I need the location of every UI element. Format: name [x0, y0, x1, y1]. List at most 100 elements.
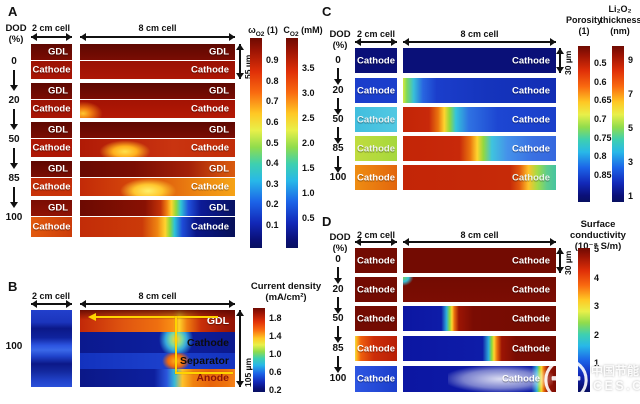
c-2cm-extent-arrow	[355, 38, 397, 46]
d-8cm-map-dod100: Cathode	[403, 366, 556, 392]
a-dod-0: 0	[11, 56, 17, 67]
d-dod-50: 50	[332, 313, 344, 324]
gdl-label: GDL	[206, 315, 229, 327]
d-dod-header: DOD	[329, 232, 351, 243]
c-cb2-ticks: 9 7 5 3 1	[628, 55, 634, 201]
c-dod-85: 85	[332, 143, 344, 154]
b-dod-100: 100	[5, 341, 23, 352]
d-thickness-arrow	[556, 248, 564, 273]
d-dod-unit: (%)	[332, 243, 348, 254]
gdl-label: GDL	[208, 202, 229, 214]
cathode-label: Cathode	[32, 103, 71, 115]
d-cb-ticks: 5 4 3 2 1	[594, 244, 600, 368]
c-colorbar-li2o2	[612, 46, 624, 202]
c-2cm-map-dod85: Cathode	[355, 136, 397, 161]
a-8cm-header: 8 cm cell	[138, 23, 177, 33]
cathode-label: Cathode	[191, 142, 229, 154]
a-cb1-title: ωO2 (1)	[248, 25, 278, 38]
d-dod-arrow-1	[334, 267, 342, 284]
c-thickness-arrow	[556, 48, 564, 73]
d-8cm-extent-arrow	[403, 238, 556, 246]
d-title-line3: (10⁻⁸ S/m)	[574, 241, 622, 252]
c-8cm-map-dod20: Cathode	[403, 78, 556, 103]
cathode-label: Cathode	[512, 114, 550, 125]
gdl-label: GDL	[208, 124, 229, 136]
cathode-label: Cathode	[32, 221, 71, 233]
b-current-arrow	[88, 313, 218, 321]
cathode-label: Cathode	[512, 343, 550, 354]
gdl-label: GDL	[47, 163, 68, 175]
a-8cm-map-dod85: GDL Cathode	[80, 161, 235, 196]
separator-label: Separator	[179, 355, 229, 367]
cathode-label: Cathode	[512, 255, 550, 266]
c-8cm-map-dod100: Cathode	[403, 165, 556, 190]
panel-c-label: C	[322, 4, 332, 19]
d-dod-85: 85	[332, 343, 344, 354]
d-8cm-header: 8 cm cell	[460, 230, 499, 240]
gdl-label: GDL	[47, 124, 68, 136]
d-title-line1: Surface	[580, 219, 616, 230]
c-dod-arrow-2	[334, 98, 342, 115]
d-dod-0: 0	[335, 254, 341, 265]
cathode-label: Cathode	[32, 64, 71, 76]
cathode-label: Cathode	[512, 143, 550, 154]
c-dod-0: 0	[335, 55, 341, 66]
a-2cm-map-dod0: GDL Cathode	[31, 44, 72, 79]
c-8cm-map-dod0: Cathode	[403, 48, 556, 73]
c-cb2-title-line3: (nm)	[610, 26, 630, 36]
b-current-path-horizontal	[175, 372, 233, 374]
a-dod-50: 50	[8, 134, 20, 145]
gdl-label: GDL	[47, 85, 68, 97]
c-2cm-map-dod0: Cathode	[355, 48, 397, 73]
d-2cm-header: 2 cm cell	[356, 230, 396, 240]
a-dod-arrow-1	[10, 70, 18, 91]
gdl-label: GDL	[208, 163, 229, 175]
c-cb2-title-line1: Li₂O₂	[608, 4, 632, 14]
b-colorbar	[253, 308, 265, 392]
b-thickness-arrow	[236, 310, 244, 387]
c-thickness-label: 30 µm	[563, 50, 573, 75]
cathode-label: Cathode	[191, 181, 229, 193]
cathode-label: Cathode	[357, 172, 395, 183]
a-cb2-title: CO2 (mM)	[283, 25, 323, 38]
b-thickness-label: 105 µm	[243, 358, 253, 387]
c-dod-arrow-3	[334, 127, 342, 144]
cathode-label: Cathode	[32, 181, 71, 193]
cathode-label: Cathode	[191, 221, 229, 233]
a-2cm-map-dod85: GDL Cathode	[31, 161, 72, 196]
c-2cm-map-dod50: Cathode	[355, 107, 397, 132]
c-8cm-map-dod50: Cathode	[403, 107, 556, 132]
d-title-line2: conductivity	[570, 230, 626, 241]
c-2cm-map-dod20: Cathode	[355, 78, 397, 103]
watermark-text-cn: 中国节能网	[591, 364, 640, 378]
c-cb1-title-line2: (1)	[578, 26, 590, 36]
a-dod-unit: (%)	[8, 34, 24, 45]
c-cb1-title-line1: Porosity	[565, 15, 602, 25]
c-cb2-title-line2: thickness	[600, 15, 640, 25]
gdl-label: GDL	[208, 46, 229, 58]
d-8cm-map-dod20: Cathode	[403, 277, 556, 302]
panel-b-label: B	[8, 279, 18, 294]
d-2cm-map-dod85: Cathode	[355, 336, 397, 361]
c-8cm-map-dod85: Cathode	[403, 136, 556, 161]
cathode-label: Cathode	[32, 142, 71, 154]
a-2cm-extent-arrow	[31, 33, 72, 41]
d-dod-arrow-3	[334, 326, 342, 343]
a-dod-arrow-4	[10, 187, 18, 208]
c-dod-header: DOD	[329, 29, 351, 40]
gdl-label: GDL	[47, 202, 68, 214]
a-dod-85: 85	[8, 173, 20, 184]
a-dod-20: 20	[8, 95, 20, 106]
d-8cm-map-dod85: Cathode	[403, 336, 556, 361]
a-dod-header: DOD	[5, 23, 27, 34]
b-8cm-extent-arrow	[80, 300, 235, 308]
a-cb2-ticks: 3.5 3.0 2.5 2.0 1.5 1.0 0.5	[302, 63, 315, 223]
c-dod-arrow-4	[334, 156, 342, 173]
c-colorbar-porosity	[578, 46, 590, 202]
a-2cm-map-dod100: GDL Cathode	[31, 200, 72, 237]
cathode-label: Cathode	[512, 284, 550, 295]
cathode-label: Cathode	[357, 55, 395, 66]
cathode-label: Cathode	[512, 313, 550, 324]
a-8cm-map-dod100: GDL Cathode	[80, 200, 235, 237]
